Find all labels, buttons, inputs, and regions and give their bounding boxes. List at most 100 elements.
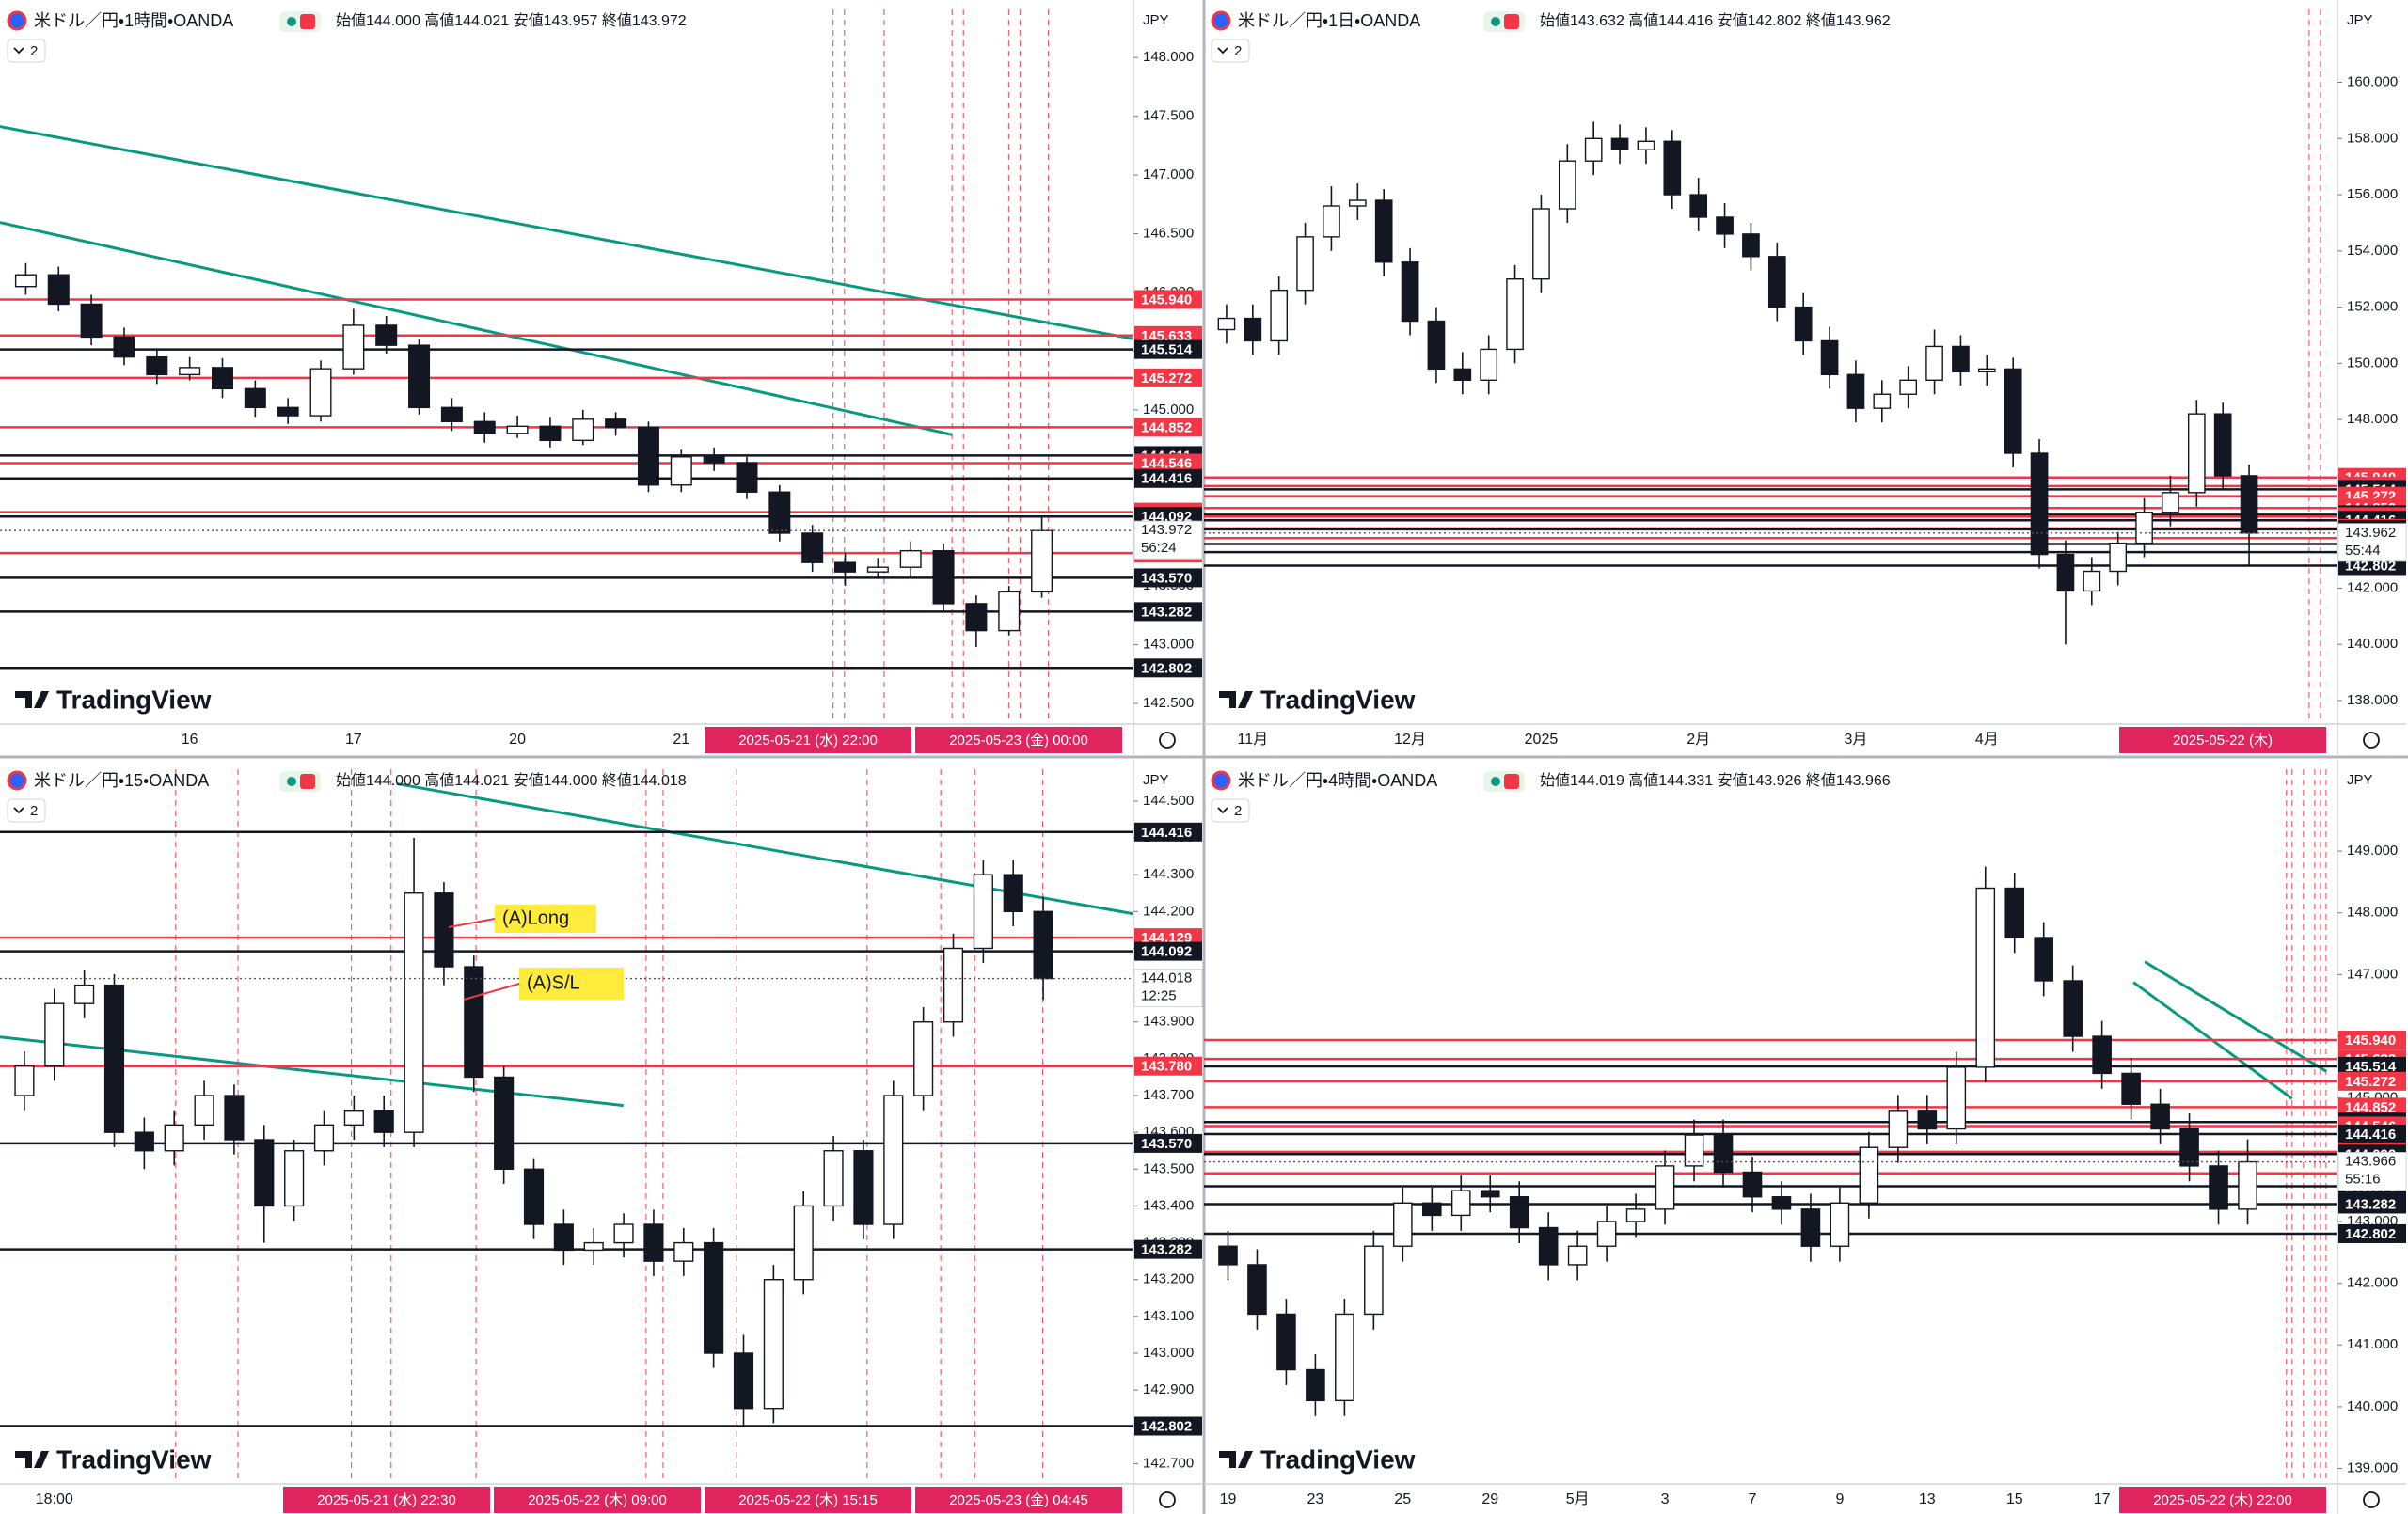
candle-body — [943, 947, 964, 1023]
symbol-flag — [7, 10, 27, 31]
level-price-label: 144.852 — [1141, 419, 1192, 435]
indicator-toggle — [7, 39, 46, 63]
symbol-title: 米ドル／円・1時間・OANDA — [34, 11, 233, 30]
candle-body — [1270, 289, 1289, 342]
level-price-tag — [1134, 339, 1202, 359]
candle-body — [1584, 137, 1603, 162]
status-badge-alt — [300, 14, 315, 29]
level-price-label: 145.272 — [1141, 371, 1192, 386]
candle-body — [605, 418, 627, 429]
candle-body — [1348, 199, 1367, 207]
candle-body — [1684, 1134, 1704, 1167]
price-axis — [1133, 760, 1202, 1484]
candle-body — [1610, 137, 1629, 150]
y-tick-label: 148.000 — [2347, 411, 2398, 427]
candle-body — [733, 1352, 754, 1410]
level-price-label: 145.514 — [1141, 342, 1193, 358]
candle-body — [373, 1109, 394, 1133]
ohlc-values: 始値143.632 高値144.416 安値142.802 終値143.962 — [1540, 12, 1891, 29]
level-price-label: 144.852 — [2345, 1099, 2396, 1115]
current-price-tag — [2337, 1152, 2407, 1191]
x-tick-label: 21 — [673, 732, 689, 748]
logo-mark — [1219, 1451, 1253, 1468]
currency-label: JPY — [2347, 12, 2373, 28]
candle-body — [1800, 1208, 1821, 1247]
level-price-label: 144.546 — [1141, 456, 1192, 472]
y-tick-label: 143.000 — [1143, 637, 1194, 653]
candle-body — [506, 425, 529, 434]
level-price-tag — [1134, 1133, 1202, 1153]
y-tick-label: 148.000 — [2347, 905, 2398, 921]
x-tick-label: 3 — [1661, 1491, 1670, 1507]
candle-body — [1846, 373, 1865, 409]
annotation-text: (A)S/L — [527, 972, 580, 993]
level-price-label: 144.416 — [1141, 471, 1192, 487]
chart-panel: JPY142.500143.000143.500144.000144.50014… — [0, 0, 1203, 754]
countdown: 55:44 — [2345, 543, 2381, 559]
y-tick-label: 142.500 — [1143, 695, 1194, 711]
level-price-tag — [1134, 368, 1202, 387]
x-tick-label: 23 — [1307, 1491, 1324, 1507]
candle-body — [14, 1065, 35, 1096]
level-price-tag — [2338, 1097, 2406, 1117]
time-tag-label: 2025-05-21 (水) 22:30 — [317, 1492, 456, 1508]
candle-body — [1218, 1245, 1238, 1266]
x-tick-label: 9 — [1835, 1491, 1844, 1507]
chart-panel: JPY139.000140.000141.000142.000143.00014… — [1204, 760, 2407, 1514]
candle-body — [1742, 1171, 1763, 1198]
x-tick-label: 2025 — [1525, 732, 1559, 748]
trend-line — [0, 125, 1134, 340]
time-tag-label: 2025-05-22 (木) 22:00 — [2153, 1492, 2292, 1508]
candle-body — [2213, 413, 2232, 477]
candle-body — [179, 367, 201, 376]
y-tick-label: 145.000 — [1143, 402, 1194, 418]
y-tick-label: 143.200 — [1143, 1271, 1194, 1287]
symbol-title: 米ドル／円・4時間・OANDA — [1238, 771, 1437, 790]
candle-body — [1830, 1202, 1850, 1247]
candle-body — [613, 1223, 634, 1244]
candle-body — [464, 966, 484, 1079]
candle-body — [284, 1150, 305, 1207]
logo-text: TradingView — [56, 685, 212, 714]
level-price-tag — [1134, 1056, 1202, 1076]
candle-body — [2056, 553, 2075, 592]
logo-text: TradingView — [56, 1444, 212, 1474]
candle-body — [643, 1223, 664, 1262]
candle-body — [277, 406, 299, 417]
candle-body — [1306, 1368, 1325, 1402]
candle-body — [134, 1131, 154, 1152]
y-tick-label: 143.700 — [1143, 1087, 1194, 1103]
y-tick-label: 156.000 — [2347, 186, 2398, 202]
level-price-label: 142.802 — [2345, 1226, 2396, 1242]
level-price-tag — [1134, 822, 1202, 842]
x-tick-label: 4月 — [1975, 732, 1999, 748]
time-tag-label: 2025-05-23 (金) 04:45 — [949, 1492, 1088, 1508]
candle-body — [1689, 194, 1708, 218]
status-dot — [1491, 777, 1500, 786]
candle-body — [539, 425, 562, 442]
candle-body — [254, 1139, 275, 1207]
y-tick-label: 160.000 — [2347, 73, 2398, 89]
candle-body — [146, 355, 168, 376]
x-tick-label: 7 — [1749, 1491, 1757, 1507]
countdown: 56:24 — [1141, 540, 1177, 556]
level-price-label: 144.416 — [2345, 1127, 2396, 1143]
candle-body — [1637, 140, 1656, 150]
x-tick-label: 17 — [345, 732, 362, 748]
y-tick-label: 142.700 — [1143, 1455, 1194, 1471]
logo-mark — [1219, 691, 1253, 708]
candle-body — [768, 491, 791, 534]
y-tick-label: 146.500 — [1143, 226, 1194, 242]
y-tick-label: 140.000 — [2347, 636, 2398, 652]
candle-body — [434, 892, 454, 968]
candle-body — [2187, 413, 2206, 494]
trend-line — [0, 221, 953, 436]
chevron-icon — [13, 47, 24, 55]
candle-body — [80, 303, 103, 339]
y-tick-label: 148.000 — [1143, 49, 1194, 65]
x-tick-label: 5月 — [1566, 1491, 1590, 1507]
candle-body — [1509, 1196, 1529, 1229]
x-tick-label: 17 — [2094, 1491, 2111, 1507]
x-tick-label: 25 — [1394, 1491, 1411, 1507]
